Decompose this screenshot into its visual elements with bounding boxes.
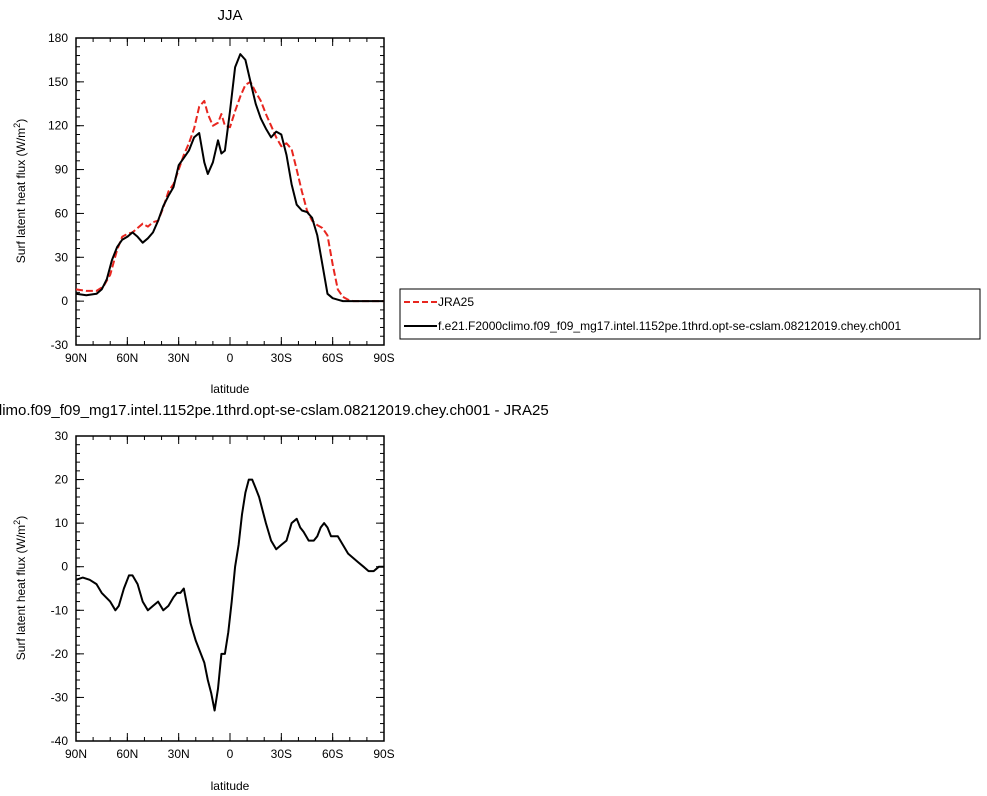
bottom-y-tick-label: -40 xyxy=(51,734,69,748)
top-y-tick-label: 60 xyxy=(55,206,69,220)
top-x-tick-label: 60N xyxy=(116,351,138,365)
bottom-y-tick-label: 20 xyxy=(55,473,69,487)
top-y-tick-label: 180 xyxy=(48,31,68,45)
bottom-x-tick-label: 90N xyxy=(65,747,87,761)
bottom-x-tick-label: 90S xyxy=(373,747,394,761)
top-y-tick-label: 90 xyxy=(55,163,69,177)
top-series-line-1 xyxy=(75,53,384,303)
bottom-y-tick-label: 0 xyxy=(61,560,68,574)
bottom-y-tick-label: 30 xyxy=(55,429,69,443)
top-series-group xyxy=(75,53,384,303)
bottom-x-tick-label: 30S xyxy=(271,747,292,761)
bottom-y-tick-label: 10 xyxy=(55,516,69,530)
top-series-line-0 xyxy=(75,80,384,303)
top-x-tick-label: 60S xyxy=(322,351,343,365)
top-x-tick-label: 90N xyxy=(65,351,87,365)
top-y-tick-label: 0 xyxy=(61,294,68,308)
top-y-tick-label: 30 xyxy=(55,250,69,264)
bottom-y-tick-label: -20 xyxy=(51,647,69,661)
top-chart-title: JJA xyxy=(217,7,242,24)
bottom-series-line-0 xyxy=(75,478,384,712)
bottom-y-tick-label: -30 xyxy=(51,690,69,704)
legend: JRA25 f.e21.F2000climo.f09_f09_mg17.inte… xyxy=(399,288,981,340)
legend-label-jra25: JRA25 xyxy=(438,295,474,309)
bottom-x-tick-label: 30N xyxy=(168,747,190,761)
top-x-tick-label: 30S xyxy=(271,351,292,365)
legend-box xyxy=(399,288,981,340)
bottom-chart-title: f.e21.F2000climo.f09_f09_mg17.intel.1152… xyxy=(0,402,549,419)
top-y-tick-label: -30 xyxy=(51,338,69,352)
y-axis-label-text: Surf latent heat flux (W/m2) xyxy=(12,516,28,660)
bottom-x-axis-label: latitude xyxy=(211,779,250,793)
top-y-axis-label: Surf latent heat flux (W/m2) xyxy=(12,119,28,263)
top-axes: 90N 60N 30N 0 30S 60S 90S -30 0 30 60 90 120 150 180 xyxy=(48,31,395,365)
bottom-x-tick-label: 60S xyxy=(322,747,343,761)
top-x-tick-label: 90S xyxy=(373,351,394,365)
bottom-x-tick-label: 60N xyxy=(116,747,138,761)
bottom-panel: f.e21.F2000climo.f09_f09_mg17.intel.1152… xyxy=(0,402,549,793)
bottom-y-axis-label: Surf latent heat flux (W/m2) xyxy=(12,516,28,660)
bottom-y-tick-label: -10 xyxy=(51,603,69,617)
top-panel: JJA Surf latent heat flux (W/m2) latitud… xyxy=(12,7,395,396)
legend-label-model: f.e21.F2000climo.f09_f09_mg17.intel.1152… xyxy=(438,319,902,333)
bottom-axes: 90N 60N 30N 0 30S 60S 90S -40 -30 -20 -10 0 10 20 30 xyxy=(51,429,395,761)
y-axis-label-text: Surf latent heat flux (W/m2) xyxy=(12,119,28,263)
bottom-x-tick-label: 0 xyxy=(227,747,234,761)
top-x-axis-label: latitude xyxy=(211,382,250,396)
bottom-series-group xyxy=(75,478,384,712)
top-x-tick-label: 30N xyxy=(168,351,190,365)
top-x-tick-label: 0 xyxy=(227,351,234,365)
top-y-tick-label: 150 xyxy=(48,75,68,89)
top-y-tick-label: 120 xyxy=(48,119,68,133)
bottom-plot-frame xyxy=(75,435,385,742)
